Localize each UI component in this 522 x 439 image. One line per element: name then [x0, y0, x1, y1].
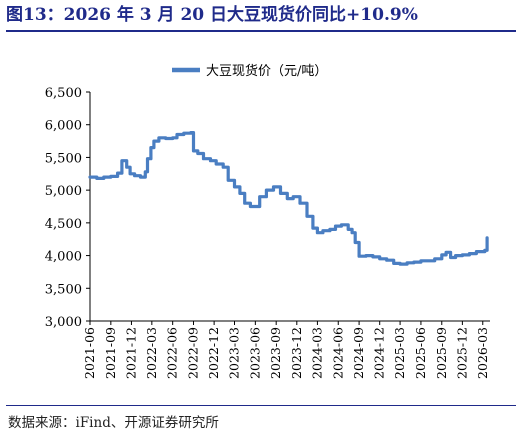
x-tick-label: 2022-06: [165, 327, 180, 379]
series-layer: [88, 130, 489, 266]
y-axis-ticks: 3,000 3,500 4,000 4,500 5,000 5,500 6,000 6,500: [45, 86, 90, 330]
legend-label: 大豆现货价（元/吨）: [206, 63, 327, 79]
y-tick-label: 5,000: [45, 184, 82, 199]
x-tick-label: 2024-03: [309, 327, 324, 379]
x-tick-label: 2025-06: [413, 327, 428, 379]
title-rule: [6, 30, 516, 32]
x-tick-label: 2022-03: [144, 327, 159, 379]
x-tick-label: 2025-09: [434, 327, 449, 379]
x-tick-label: 2024-06: [330, 327, 345, 379]
x-tick-label: 2022-09: [186, 327, 201, 379]
x-tick-label: 2023-03: [227, 327, 242, 379]
x-tick-label: 2021-12: [123, 327, 138, 379]
y-tick-label: 3,500: [45, 282, 82, 297]
x-tick-label: 2023-12: [289, 327, 304, 379]
x-tick-label: 2024-12: [372, 327, 387, 379]
x-tick-label: 2023-09: [268, 327, 283, 379]
x-tick-label: 2024-09: [351, 327, 366, 379]
x-tick-label: 2025-12: [454, 327, 469, 379]
y-tick-label: 6,500: [45, 86, 82, 101]
x-tick-label: 2021-06: [82, 327, 97, 379]
legend: 大豆现货价（元/吨）: [172, 63, 327, 79]
x-tick-label: 2023-06: [247, 327, 262, 379]
y-tick-label: 3,000: [45, 315, 82, 330]
y-tick-label: 5,500: [45, 151, 82, 166]
y-tick-label: 4,000: [45, 250, 82, 265]
x-axis-ticks: 2021-06 2021-09 2021-12 2022-03 2022-06 2022-…: [82, 321, 490, 379]
x-tick-label: 2022-12: [206, 327, 221, 379]
y-tick-label: 6,000: [45, 119, 82, 134]
x-tick-label: 2021-09: [103, 327, 118, 379]
figure-title: 图13：2026 年 3 月 20 日大豆现货价同比+10.9%: [6, 5, 418, 25]
y-tick-label: 4,500: [45, 217, 82, 232]
x-tick-label: 2025-03: [392, 327, 407, 379]
x-tick-label: 2026-03: [475, 327, 490, 379]
price-chart: 大豆现货价（元/吨） 3,000 3,500 4,000 4,500 5,000 5,50…: [45, 63, 490, 379]
source-note: 数据来源：iFind、开源证券研究所: [8, 415, 219, 431]
series-line-soybean-spot-price: [88, 130, 489, 266]
bottom-rule: [6, 405, 516, 406]
